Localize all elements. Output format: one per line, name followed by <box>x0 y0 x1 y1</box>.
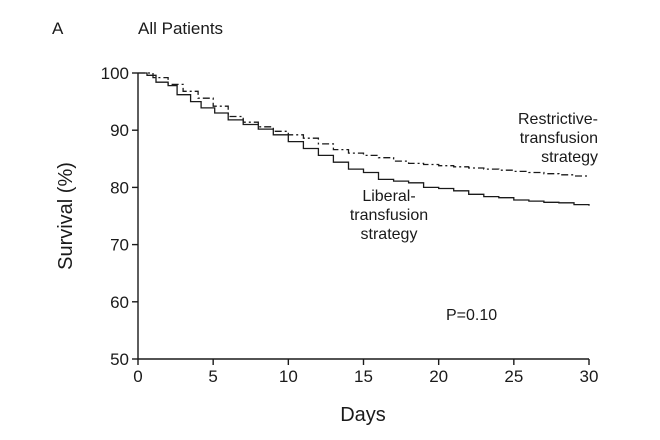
axes: 50 60 70 80 90 100 0 5 10 15 20 25 30 <box>101 64 599 386</box>
panel-letter: A <box>52 19 64 38</box>
p-value-annotation: P=0.10 <box>446 307 497 324</box>
y-tick-label: 90 <box>110 121 129 140</box>
x-axis-label: Days <box>340 404 386 426</box>
x-tick-label: 20 <box>429 367 448 386</box>
x-tick-label: 0 <box>133 367 142 386</box>
y-tick-label: 100 <box>101 64 129 83</box>
x-tick-label: 5 <box>208 367 217 386</box>
curve-label-line: transfusion <box>350 207 428 224</box>
x-tick-label: 30 <box>580 367 599 386</box>
restrictive-strategy-label: Restrictive-transfusion strategy <box>518 111 598 166</box>
curve-label-line: Liberal- <box>362 188 415 205</box>
x-tick-label: 25 <box>504 367 523 386</box>
restrictive-strategy-curve <box>138 72 590 177</box>
liberal-strategy-curve <box>138 72 590 206</box>
x-tick-label: 10 <box>279 367 298 386</box>
y-axis-label: Survival (%) <box>55 162 77 270</box>
curve-label-line: Restrictive- <box>518 111 598 128</box>
liberal-strategy-label: Liberal-transfusion strategy <box>350 188 428 243</box>
y-tick-label: 50 <box>110 350 129 369</box>
y-tick-label: 70 <box>110 236 129 255</box>
y-tick-label: 60 <box>110 293 129 312</box>
curve-labels: Liberal-transfusion strategyRestrictive-t… <box>350 111 598 324</box>
y-tick-label: 80 <box>110 178 129 197</box>
curve-label-line: transfusion <box>520 130 598 147</box>
curve-label-line: strategy <box>361 226 418 243</box>
curve-label-line: strategy <box>541 149 598 166</box>
x-tick-label: 15 <box>354 367 373 386</box>
survival-curves <box>138 72 590 206</box>
chart-title: All Patients <box>138 19 223 38</box>
